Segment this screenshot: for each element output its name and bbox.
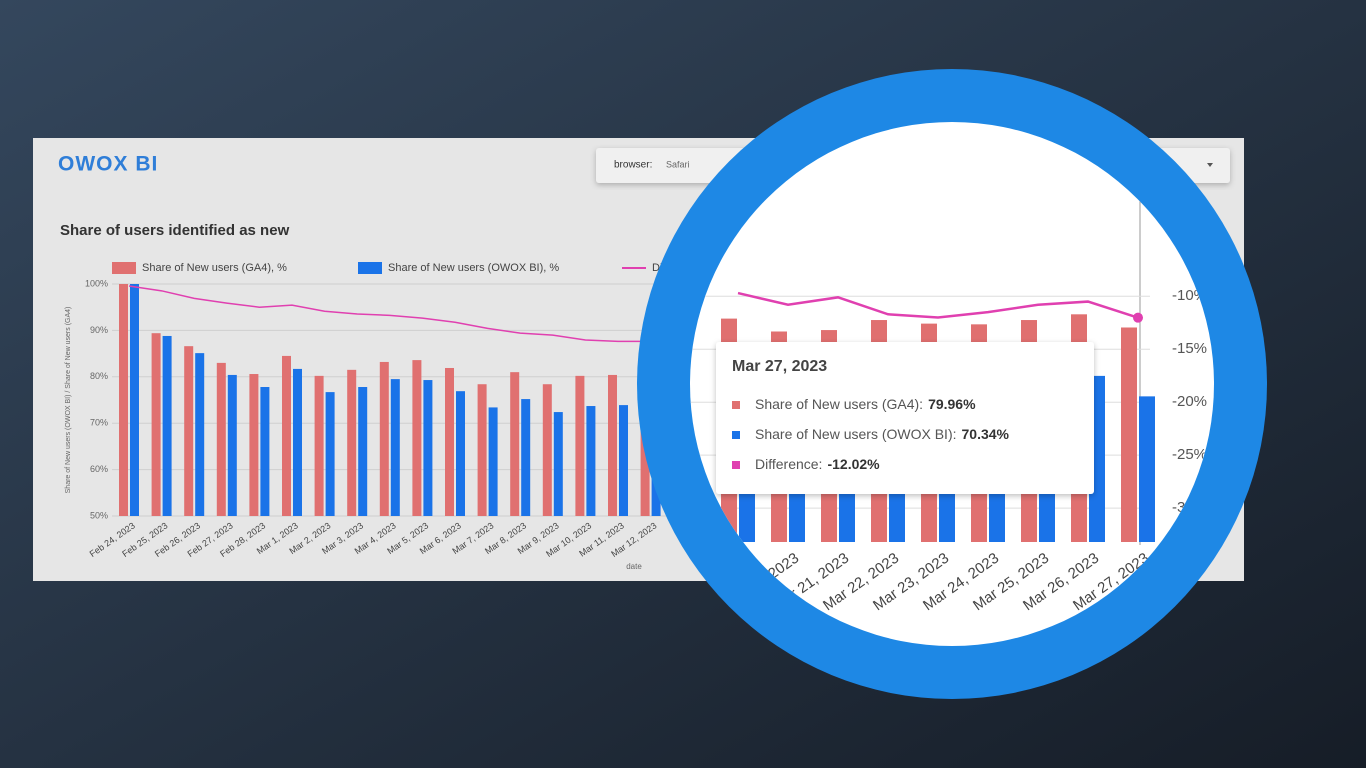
y-tick-label: 90% (90, 325, 108, 335)
bar (260, 387, 270, 516)
y-tick-label: 100% (85, 278, 108, 288)
difference-line (737, 291, 1139, 319)
bar (216, 362, 226, 516)
bar (423, 380, 433, 516)
tooltip-swatch (732, 431, 740, 439)
legend-label: Share of New users (OWOX BI), % (388, 262, 559, 274)
bar (521, 399, 531, 516)
y2-tick-label: -25% (1172, 446, 1207, 463)
tooltip-value: 70.34% (962, 426, 1010, 442)
dropdown-arrow (1207, 163, 1213, 167)
chart-title: Share of users identified as new (60, 222, 290, 239)
tooltip: Mar 27, 2023 Share of New users (GA4): 79… (716, 342, 1094, 494)
tooltip-title: Mar 27, 2023 (732, 358, 827, 375)
tooltip-swatch (732, 401, 740, 409)
bar (227, 374, 237, 516)
bar (162, 335, 172, 516)
tooltip-swatch (732, 461, 740, 469)
bar (1139, 396, 1155, 542)
bar (119, 284, 128, 516)
tooltip-row: Share of New users (OWOX BI): 70.34% (755, 426, 1010, 442)
bar (510, 372, 520, 516)
tooltip-label: Share of New users (OWOX BI): (755, 426, 957, 442)
bar (619, 405, 628, 516)
y-tick-label: 50% (90, 510, 108, 520)
y2-tick-label: -15% (1172, 340, 1207, 357)
bar (184, 346, 194, 516)
bar (151, 333, 161, 516)
filter-value: Safari (666, 159, 690, 169)
bar (445, 367, 454, 516)
y-tick-label: 70% (90, 418, 108, 428)
hover-point (1133, 312, 1143, 323)
bar (293, 368, 302, 516)
tooltip-label: Difference: (755, 456, 822, 472)
y-tick-label: 80% (90, 371, 108, 381)
bar (282, 355, 291, 516)
logo: OWOX BI (58, 153, 158, 176)
bar (390, 379, 400, 516)
bar (542, 384, 552, 516)
bar (130, 284, 139, 516)
bar (608, 374, 617, 516)
y-axis-title: Share of New users (OWOX BI) / Share of … (65, 307, 72, 494)
bar (314, 375, 324, 516)
tooltip-value: -12.02% (827, 456, 880, 472)
difference-line (128, 285, 651, 343)
legend-swatch (358, 262, 382, 274)
legend-swatch (112, 262, 136, 274)
bar (488, 407, 498, 516)
bar (347, 369, 357, 516)
tooltip-row: Share of New users (GA4): 79.96% (755, 396, 976, 412)
x-axis-title: date (626, 562, 642, 571)
filter-label: browser: (614, 160, 652, 171)
bar (586, 406, 596, 516)
bar (456, 391, 465, 516)
bar (575, 375, 585, 516)
y2-tick-label: -20% (1172, 393, 1207, 410)
legend-label: Share of New users (GA4), % (142, 262, 287, 274)
y-tick-label: 60% (90, 464, 108, 474)
bar (195, 353, 205, 516)
bar (249, 374, 259, 516)
bar (412, 360, 422, 516)
bar (325, 392, 335, 516)
bar (1121, 327, 1137, 542)
bar (379, 361, 389, 516)
bar (553, 412, 563, 516)
tooltip-label: Share of New users (GA4): (755, 396, 923, 412)
tooltip-value: 79.96% (928, 396, 976, 412)
tooltip-row: Difference: -12.02% (755, 456, 880, 472)
bar (477, 384, 487, 516)
tooltip-box (716, 342, 1094, 494)
bar (358, 387, 368, 516)
